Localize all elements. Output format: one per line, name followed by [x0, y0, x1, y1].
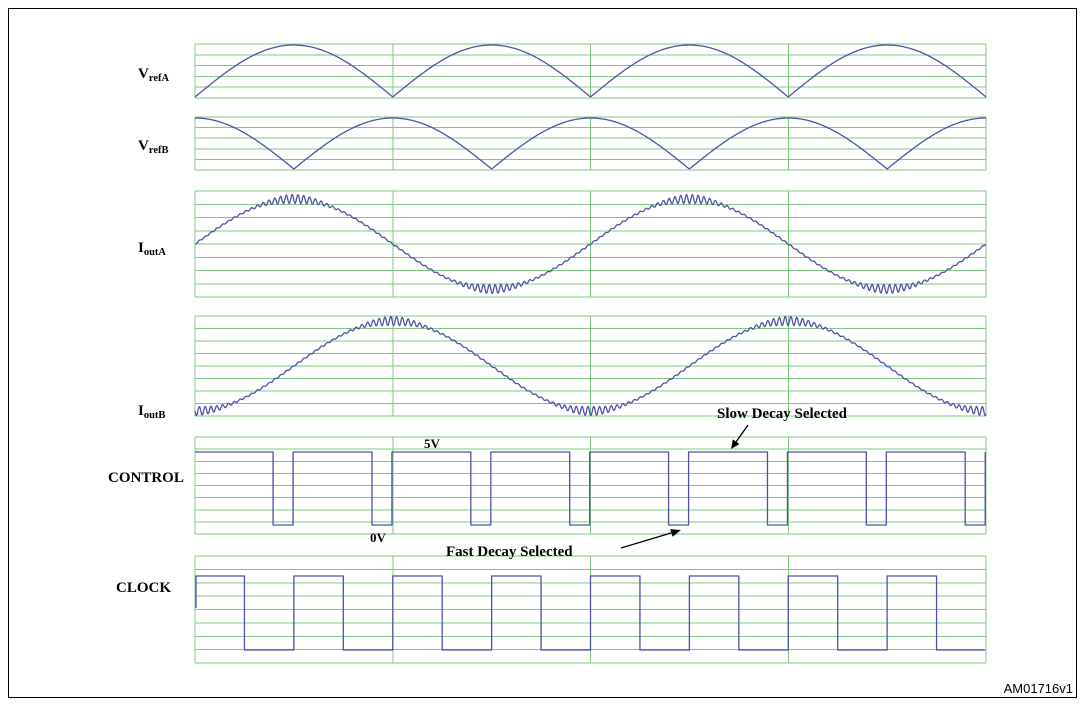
trace-iouta: [194, 193, 987, 295]
control-low-level-label: 0V: [370, 530, 387, 545]
trace-clock: [195, 575, 985, 651]
label-subscript: outB: [144, 410, 166, 421]
label-main: V: [138, 138, 149, 154]
label-subscript: refA: [149, 73, 170, 84]
label-main: I: [138, 403, 144, 419]
label-main: I: [138, 240, 144, 256]
arrow-head: [731, 439, 740, 449]
panel-vrefa: [194, 43, 987, 99]
label-vrefa: VrefA: [138, 66, 169, 84]
grid-ioutb: [194, 315, 987, 417]
trace-vrefa: [194, 44, 987, 98]
label-subscript: outA: [144, 247, 167, 258]
panel-ioutb: [194, 315, 987, 417]
grid-vrefa: [194, 43, 987, 99]
trace-control: [195, 451, 986, 526]
arrow-head: [670, 529, 681, 537]
slow-decay-label: Slow Decay Selected: [717, 406, 848, 422]
arrow-shaft: [620, 532, 672, 549]
control-high-level-label: 5V: [424, 436, 441, 451]
panel-clock: [194, 555, 987, 664]
label-control: CONTROL: [108, 470, 184, 486]
panel-control: [194, 436, 987, 535]
figure-frame: [8, 8, 1077, 698]
figure-id: AM01716v1: [1004, 681, 1073, 696]
trace-vrefb: [194, 117, 987, 170]
arrow-shaft: [735, 424, 749, 443]
label-iouta: IoutA: [138, 240, 166, 258]
label-subscript: refB: [149, 145, 169, 156]
trace-ioutb: [194, 315, 987, 417]
grid-control: [194, 436, 987, 535]
panel-vrefb: [194, 116, 987, 171]
panel-iouta: [194, 190, 987, 298]
fast-decay-arrow: [620, 529, 681, 549]
grid-vrefb: [194, 116, 987, 171]
label-clock: CLOCK: [116, 580, 171, 596]
label-vrefb: VrefB: [138, 138, 168, 156]
label-ioutb: IoutB: [138, 403, 165, 421]
slow-decay-arrow: [731, 424, 749, 449]
fast-decay-label: Fast Decay Selected: [446, 544, 573, 560]
label-main: V: [138, 66, 149, 82]
